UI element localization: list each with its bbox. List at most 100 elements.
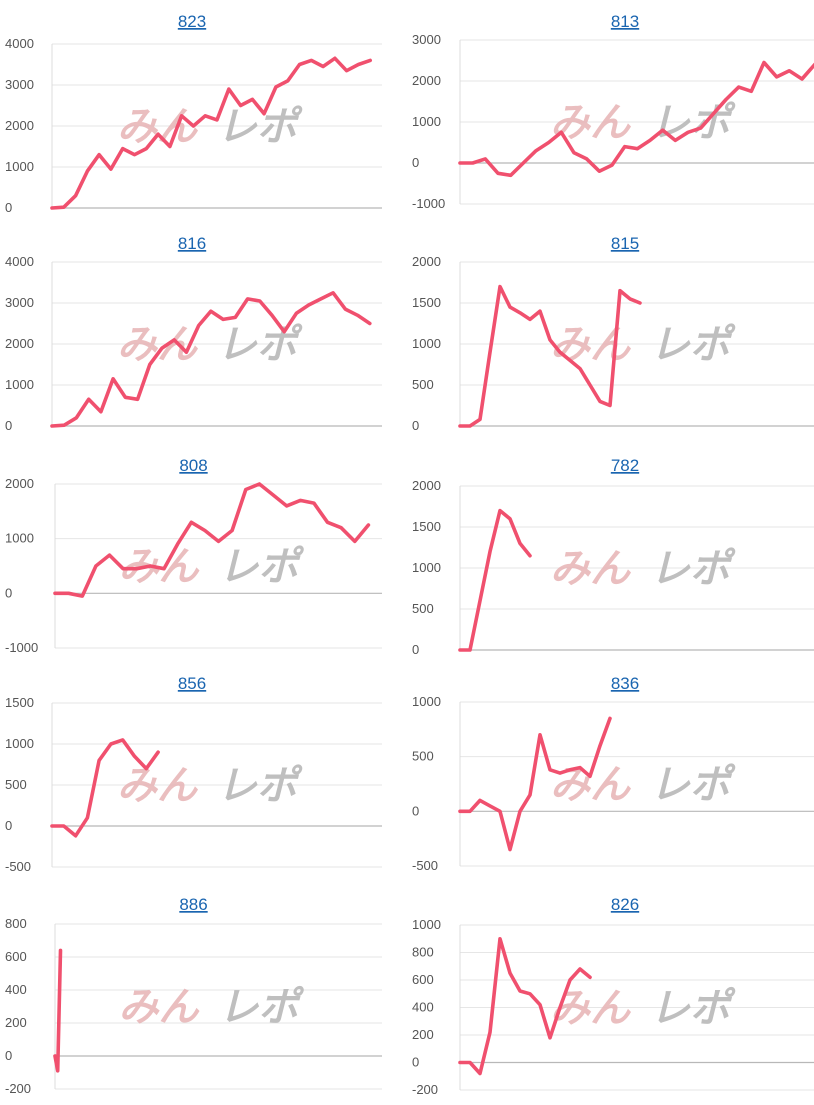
y-tick-label: 0 [412, 418, 419, 433]
y-tick-label: -200 [5, 1081, 31, 1096]
y-tick-label: 500 [412, 749, 434, 764]
y-tick-label: 2000 [412, 478, 441, 493]
chart-title-link[interactable]: 836 [611, 674, 639, 693]
y-tick-label: 0 [5, 818, 12, 833]
y-tick-label: 200 [412, 1027, 434, 1042]
chart-svg: 826 -200 0 200 400 600 800 1000 みん レポ [412, 895, 814, 1097]
chart-svg: 782 0 500 1000 1500 2000 みん レポ [412, 456, 814, 657]
watermark-logo: みん レポ [119, 985, 305, 1031]
watermark-text-gray: レポ [219, 985, 305, 1031]
y-tick-label: -200 [412, 1082, 438, 1097]
watermark-text-gray: レポ [650, 546, 736, 592]
y-tick-label: 3000 [5, 77, 34, 92]
watermark-logo: みん レポ [117, 763, 303, 809]
watermark-logo: みん レポ [550, 546, 736, 592]
y-tick-label: 0 [5, 585, 12, 600]
y-tick-label: -1000 [412, 196, 445, 211]
watermark-text-gray: レポ [217, 104, 303, 150]
series-line-0 [458, 284, 642, 428]
y-tick-label: 2000 [5, 476, 34, 491]
series-line-0 [458, 60, 814, 178]
watermark-text-pink: みん [117, 104, 199, 150]
chart-svg: 816 0 1000 2000 3000 4000 みん レポ [5, 234, 382, 433]
y-tick-label: 4000 [5, 254, 34, 269]
chart-svg: 823 0 1000 2000 3000 4000 みん レポ [5, 12, 382, 215]
series-line-0 [50, 738, 160, 838]
watermark-text-pink: みん [550, 100, 632, 146]
y-tick-label: -1000 [5, 640, 38, 655]
y-tick-label: 1000 [412, 336, 441, 351]
y-tick-label: 1000 [5, 377, 34, 392]
y-tick-label: 1000 [412, 694, 441, 709]
y-tick-label: 1000 [412, 560, 441, 575]
y-tick-label: 500 [412, 377, 434, 392]
y-tick-label: 0 [5, 200, 12, 215]
watermark-logo: みん レポ [550, 100, 736, 146]
y-tick-label: 0 [412, 642, 419, 657]
y-tick-label: 0 [412, 155, 419, 170]
y-tick-label: 2000 [5, 118, 34, 133]
series-line-0 [458, 936, 592, 1076]
chart-panel-823: 823 0 1000 2000 3000 4000 みん レポ [0, 0, 407, 220]
y-tick-label: 1500 [412, 295, 441, 310]
chart-panel-813: 813 -1000 0 1000 2000 3000 みん レポ [407, 0, 814, 220]
watermark-text-gray: レポ [217, 763, 303, 809]
y-tick-label: 0 [412, 1055, 419, 1070]
watermark-text-gray: レポ [650, 762, 736, 808]
watermark-text-pink: みん [550, 322, 632, 368]
y-tick-label: 600 [5, 949, 27, 964]
watermark-text-gray: レポ [217, 322, 303, 368]
y-tick-label: 800 [5, 916, 27, 931]
chart-panel-836: 836 -500 0 500 1000 みん レポ [407, 662, 814, 882]
y-tick-label: 400 [412, 1000, 434, 1015]
watermark-logo: みん レポ [117, 104, 303, 150]
chart-title-link[interactable]: 813 [611, 12, 639, 31]
watermark-text-pink: みん [117, 322, 199, 368]
series-line-0 [50, 291, 372, 428]
chart-svg: 856 -500 0 500 1000 1500 みん レポ [5, 674, 382, 874]
watermark-text-pink: みん [550, 546, 632, 592]
chart-panel-782: 782 0 500 1000 1500 2000 みん レポ [407, 444, 814, 664]
watermark-text-pink: みん [119, 985, 201, 1031]
chart-title-link[interactable]: 816 [178, 234, 206, 253]
chart-title-link[interactable]: 782 [611, 456, 639, 475]
y-tick-label: 800 [412, 945, 434, 960]
series-line-0 [53, 948, 63, 1073]
y-tick-label: 500 [412, 601, 434, 616]
y-tick-label: 1000 [5, 736, 34, 751]
chart-title-link[interactable]: 826 [611, 895, 639, 914]
watermark-text-gray: レポ [650, 986, 736, 1032]
chart-panel-826: 826 -200 0 200 400 600 800 1000 みん レポ [407, 883, 814, 1103]
chart-panel-808: 808 -1000 0 1000 2000 みん レポ [0, 444, 407, 664]
watermark-text-pink: みん [550, 986, 632, 1032]
chart-panel-816: 816 0 1000 2000 3000 4000 みん レポ [0, 222, 407, 442]
y-tick-label: 2000 [5, 336, 34, 351]
watermark-text-gray: レポ [650, 100, 736, 146]
chart-title-link[interactable]: 808 [179, 456, 207, 475]
y-tick-label: 3000 [412, 32, 441, 47]
chart-title-link[interactable]: 823 [178, 12, 206, 31]
chart-title-link[interactable]: 886 [179, 895, 207, 914]
series-line-0 [458, 716, 612, 852]
y-tick-label: 3000 [5, 295, 34, 310]
y-tick-label: 1500 [5, 695, 34, 710]
y-tick-label: -500 [5, 859, 31, 874]
series-line-0 [53, 482, 371, 598]
chart-title-link[interactable]: 856 [178, 674, 206, 693]
chart-svg: 813 -1000 0 1000 2000 3000 みん レポ [412, 12, 814, 211]
y-tick-label: 1000 [412, 114, 441, 129]
y-tick-label: -500 [412, 858, 438, 873]
watermark-text-gray: レポ [650, 322, 736, 368]
y-tick-label: 2000 [412, 73, 441, 88]
y-tick-label: 200 [5, 1015, 27, 1030]
y-tick-label: 1000 [412, 917, 441, 932]
chart-svg: 815 0 500 1000 1500 2000 みん レポ [412, 234, 814, 433]
y-tick-label: 1500 [412, 519, 441, 534]
watermark-logo: みん レポ [550, 322, 736, 368]
y-tick-label: 1000 [5, 159, 34, 174]
series-line-0 [50, 56, 373, 210]
watermark-logo: みん レポ [550, 986, 736, 1032]
chart-title-link[interactable]: 815 [611, 234, 639, 253]
watermark-text-gray: レポ [219, 544, 305, 590]
